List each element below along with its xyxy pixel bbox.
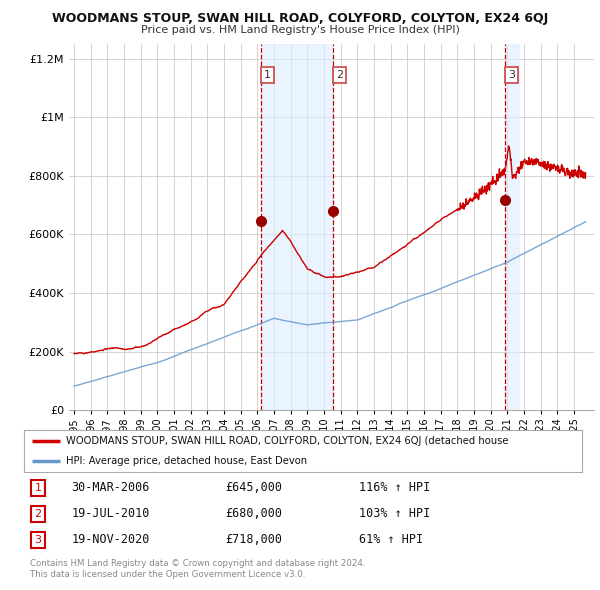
Text: 61% ↑ HPI: 61% ↑ HPI	[359, 533, 423, 546]
Text: 19-NOV-2020: 19-NOV-2020	[71, 533, 150, 546]
Text: Contains HM Land Registry data © Crown copyright and database right 2024.
This d: Contains HM Land Registry data © Crown c…	[30, 559, 365, 579]
Text: £680,000: £680,000	[225, 507, 282, 520]
Text: 1: 1	[34, 483, 41, 493]
Text: 2: 2	[335, 70, 343, 80]
Bar	[505, 44, 519, 410]
Bar	[262, 44, 333, 410]
Text: WOODMANS STOUP, SWAN HILL ROAD, COLYFORD, COLYTON, EX24 6QJ (detached house: WOODMANS STOUP, SWAN HILL ROAD, COLYFORD…	[66, 436, 508, 446]
Text: 103% ↑ HPI: 103% ↑ HPI	[359, 507, 430, 520]
Text: £718,000: £718,000	[225, 533, 282, 546]
Text: HPI: Average price, detached house, East Devon: HPI: Average price, detached house, East…	[66, 457, 307, 466]
Text: 2: 2	[34, 509, 41, 519]
Text: 3: 3	[508, 70, 515, 80]
Text: 30-MAR-2006: 30-MAR-2006	[71, 481, 150, 494]
Text: 1: 1	[264, 70, 271, 80]
Text: £645,000: £645,000	[225, 481, 282, 494]
Text: 19-JUL-2010: 19-JUL-2010	[71, 507, 150, 520]
Text: 116% ↑ HPI: 116% ↑ HPI	[359, 481, 430, 494]
Text: WOODMANS STOUP, SWAN HILL ROAD, COLYFORD, COLYTON, EX24 6QJ: WOODMANS STOUP, SWAN HILL ROAD, COLYFORD…	[52, 12, 548, 25]
Text: Price paid vs. HM Land Registry's House Price Index (HPI): Price paid vs. HM Land Registry's House …	[140, 25, 460, 35]
Text: 3: 3	[34, 535, 41, 545]
